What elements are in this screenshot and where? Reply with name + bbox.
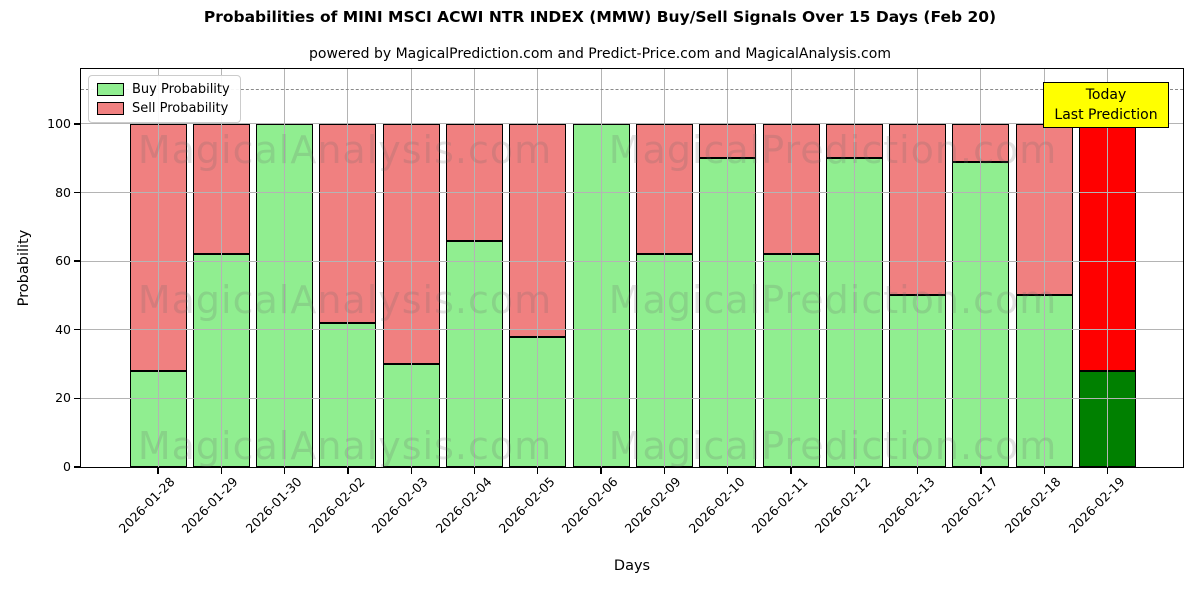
- y-tick: [74, 191, 80, 194]
- chart-title: Probabilities of MINI MSCI ACWI NTR INDE…: [203, 8, 997, 26]
- watermark-text: MagicalAnalysis.com: [137, 424, 553, 468]
- buy-swatch-icon: [97, 83, 124, 96]
- h-gridline: [81, 260, 1183, 262]
- watermark-text: MagicalPrediction.com: [608, 278, 1058, 322]
- legend-item-sell: Sell Probability: [97, 101, 230, 116]
- x-tick-label: 2026-01-29: [178, 474, 241, 536]
- x-tick: [663, 468, 666, 474]
- v-gridline: [600, 69, 602, 467]
- h-gridline: [81, 329, 1183, 331]
- x-tick: [157, 468, 159, 474]
- y-tick-label: 0: [63, 459, 71, 474]
- watermark-text: MagicalPrediction.com: [608, 424, 1058, 468]
- today-annotation-line1: Today: [1085, 86, 1127, 103]
- x-tick: [727, 468, 729, 474]
- x-tick: [473, 468, 476, 474]
- watermark-text: MagicalPrediction.com: [608, 128, 1058, 172]
- v-gridline: [347, 69, 349, 467]
- v-gridline: [284, 69, 286, 467]
- x-tick-label: 2026-02-11: [748, 474, 811, 536]
- legend: Buy Probability Sell Probability: [88, 75, 241, 123]
- x-tick-label: 2026-02-05: [495, 474, 558, 536]
- x-tick: [790, 468, 792, 474]
- sell-swatch-icon: [97, 102, 124, 115]
- v-gridline: [410, 69, 412, 467]
- x-tick-label: 2026-02-06: [558, 474, 621, 536]
- dashed-threshold-line: [81, 88, 1183, 90]
- x-axis-label: Days: [613, 558, 651, 574]
- y-tick: [74, 397, 80, 400]
- legend-label-sell: Sell Probability: [132, 101, 229, 116]
- x-tick: [1043, 468, 1045, 474]
- legend-label-buy: Buy Probability: [132, 82, 230, 97]
- x-tick: [537, 468, 539, 474]
- y-tick: [74, 329, 80, 331]
- x-tick-label: 2026-02-09: [622, 474, 684, 536]
- v-gridline: [1107, 69, 1108, 467]
- y-tick-label: 60: [55, 253, 71, 269]
- watermark-text: MagicalAnalysis.com: [137, 278, 553, 322]
- y-tick-label: 40: [55, 321, 71, 337]
- today-annotation: Today Last Prediction: [1043, 82, 1169, 128]
- x-tick-label: 2026-02-10: [685, 474, 748, 536]
- x-tick: [1106, 468, 1109, 474]
- v-gridline: [917, 69, 919, 467]
- x-tick: [980, 468, 982, 474]
- y-tick: [74, 466, 80, 468]
- watermark-text: MagicalAnalysis.com: [137, 128, 553, 172]
- x-tick: [283, 468, 286, 474]
- x-tick: [410, 468, 412, 474]
- x-tick-label: 2026-01-30: [242, 474, 305, 536]
- x-tick-label: 2026-02-02: [305, 474, 368, 536]
- y-tick-label: 80: [55, 184, 71, 200]
- x-tick: [220, 468, 222, 474]
- x-tick-label: 2026-02-17: [938, 474, 1001, 536]
- v-gridline: [980, 69, 982, 467]
- x-tick: [853, 468, 855, 474]
- chart-subtitle: powered by MagicalPrediction.com and Pre…: [309, 46, 891, 62]
- v-gridline: [1043, 69, 1045, 467]
- x-tick: [347, 468, 349, 474]
- y-tick-label: 100: [47, 115, 71, 131]
- x-tick-label: 2026-02-18: [1001, 474, 1064, 536]
- v-gridline: [537, 69, 539, 467]
- v-gridline: [157, 69, 159, 467]
- x-tick-label: 2026-01-28: [115, 474, 178, 536]
- v-gridline: [790, 69, 792, 467]
- y-axis-label: Probability: [16, 229, 32, 307]
- y-tick: [74, 123, 80, 125]
- v-gridline: [727, 69, 729, 467]
- today-annotation-line2: Last Prediction: [1054, 107, 1158, 123]
- x-tick-label: 2026-02-13: [875, 474, 938, 536]
- y-tick: [74, 260, 80, 262]
- x-tick-label: 2026-02-03: [368, 474, 431, 536]
- v-gridline: [474, 69, 475, 467]
- v-gridline: [220, 69, 222, 467]
- h-gridline: [81, 123, 1183, 125]
- x-tick-label: 2026-02-04: [432, 474, 495, 536]
- x-tick: [916, 468, 919, 474]
- h-gridline: [81, 397, 1183, 399]
- v-gridline: [663, 69, 665, 467]
- legend-item-buy: Buy Probability: [97, 82, 230, 97]
- x-tick-label: 2026-02-12: [811, 474, 874, 536]
- x-tick: [600, 468, 602, 474]
- x-tick-label: 2026-02-19: [1065, 474, 1128, 536]
- y-tick-label: 20: [55, 390, 71, 406]
- h-gridline: [81, 192, 1183, 194]
- v-gridline: [853, 69, 855, 467]
